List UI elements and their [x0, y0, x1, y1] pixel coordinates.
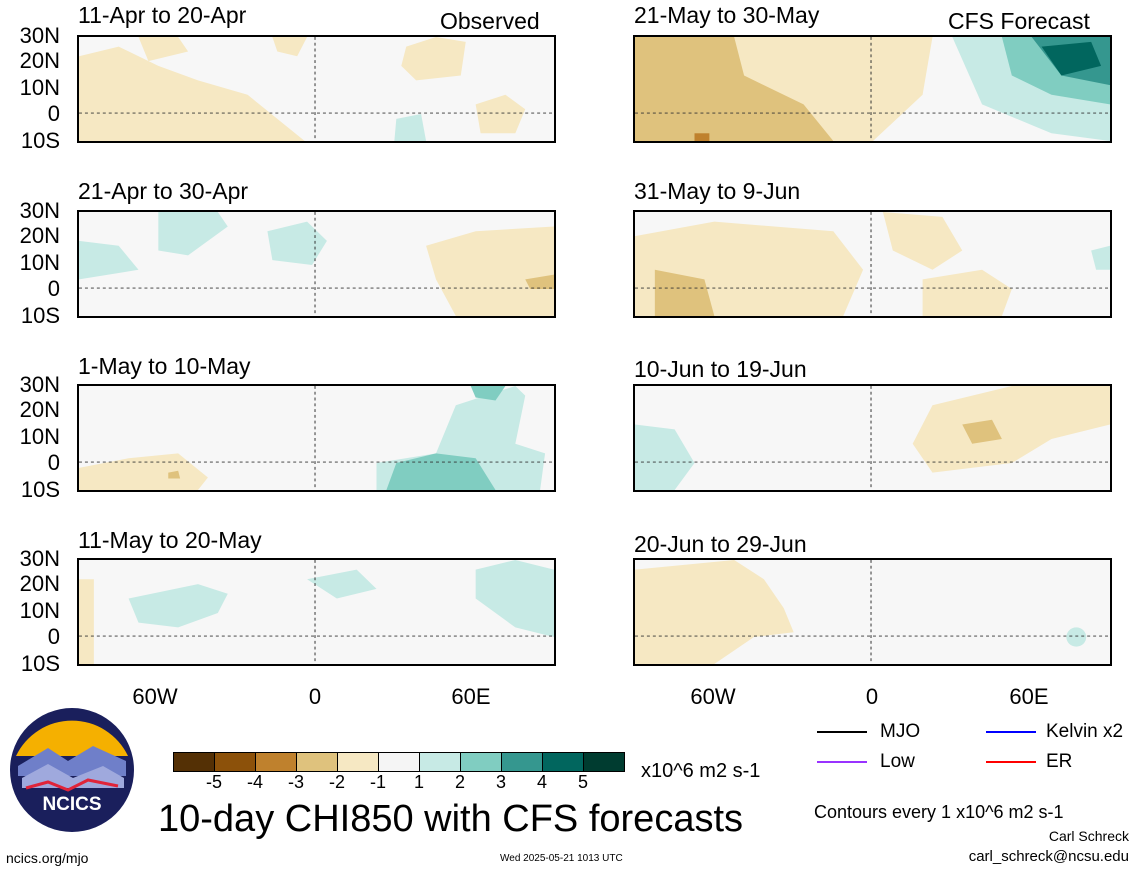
legend-swatch-1	[214, 752, 256, 772]
panel-title-fc-3: 10-Jun to 19-Jun	[634, 356, 807, 382]
legend-swatch-9	[542, 752, 584, 772]
author-email[interactable]: carl_schreck@ncsu.edu	[968, 848, 1129, 865]
y-tick-row1-1: 20N	[19, 48, 60, 73]
legend-swatch-6	[419, 752, 461, 772]
y-tick-row3-0: 30N	[19, 372, 60, 397]
observed-label: Observed	[440, 8, 540, 34]
y-tick-row1-0: 30N	[19, 23, 60, 48]
panel-title-fc-4: 20-Jun to 29-Jun	[634, 531, 807, 557]
map-obs-4	[79, 560, 554, 664]
legend-tick-4: -1	[369, 772, 386, 792]
site-link[interactable]: ncics.org/mjo	[6, 850, 89, 866]
map-panel-fc-3	[633, 384, 1112, 492]
y-tick-row3-1: 20N	[19, 397, 60, 422]
map-panel-fc-1	[633, 35, 1112, 143]
x-tick-obs-2: 0	[308, 684, 322, 709]
y-tick-row4-1: 20N	[19, 571, 60, 596]
low-key-label: Low	[880, 751, 915, 772]
legend-swatch-2	[255, 752, 297, 772]
er-key-line	[986, 761, 1036, 763]
x-tick-obs-1: 60W	[132, 684, 178, 709]
x-tick-fc-1: 60W	[690, 684, 736, 709]
panel-title-fc-1: 21-May to 30-May	[634, 2, 820, 28]
legend-tick-6: 2	[454, 772, 465, 792]
map-panel-obs-3	[77, 384, 556, 492]
map-panel-obs-1	[77, 35, 556, 143]
x-tick-fc-2: 0	[865, 684, 879, 709]
logo-text: NCICS	[42, 794, 101, 815]
y-tick-row1-4: 10S	[20, 128, 60, 153]
legend-tick-9: 5	[577, 772, 588, 792]
map-obs-1	[79, 37, 554, 141]
legend-tick-3: -2	[328, 772, 345, 792]
y-tick-row2-2: 10N	[19, 250, 60, 275]
panel-title-obs-4: 11-May to 20-May	[78, 527, 262, 553]
contours-note: Contours every 1 x10^6 m2 s-1	[814, 802, 1064, 822]
panel-title-obs-1: 11-Apr to 20-Apr	[78, 2, 247, 28]
legend-tick-7: 3	[495, 772, 506, 792]
y-tick-row1-2: 10N	[19, 75, 60, 100]
map-panel-fc-4	[633, 558, 1112, 666]
y-tick-row4-4: 10S	[20, 651, 60, 676]
legend-swatch-0	[173, 752, 215, 772]
legend-tick-1: -4	[246, 772, 263, 792]
legend-swatch-5	[378, 752, 420, 772]
legend-swatch-10	[583, 752, 625, 772]
map-fc-1	[635, 37, 1110, 141]
kelvin-key-line	[986, 731, 1036, 733]
y-tick-row2-1: 20N	[19, 223, 60, 248]
units-label: x10^6 m2 s-1	[641, 760, 761, 782]
ncics-logo: NCICS	[8, 706, 136, 834]
y-tick-row2-0: 30N	[19, 198, 60, 223]
map-fc-4	[635, 560, 1110, 664]
legend-swatch-4	[337, 752, 379, 772]
kelvin-key-label: Kelvin x2	[1046, 721, 1124, 742]
chart-title: 10-day CHI850 with CFS forecasts	[158, 798, 744, 840]
x-tick-fc-3: 60E	[1009, 684, 1049, 709]
ncics-logo-icon: NCICS	[10, 708, 134, 832]
y-tick-row3-4: 10S	[20, 477, 60, 502]
y-tick-row2-3: 0	[47, 276, 60, 301]
legend-tick-5: 1	[413, 772, 424, 792]
panel-title-obs-3: 1-May to 10-May	[78, 353, 251, 379]
author: Carl Schreck	[1048, 828, 1129, 844]
legend-tick-0: -5	[205, 772, 222, 792]
panel-title-fc-2: 31-May to 9-Jun	[634, 178, 801, 204]
legend-tick-8: 4	[536, 772, 547, 792]
y-tick-row4-2: 10N	[19, 598, 60, 623]
map-fc-3	[635, 386, 1110, 490]
legend-swatch-7	[460, 752, 502, 772]
panel-title-obs-2: 21-Apr to 30-Apr	[78, 178, 249, 204]
legend-swatch-3	[296, 752, 338, 772]
y-tick-row3-3: 0	[47, 450, 60, 475]
y-tick-row1-3: 0	[47, 101, 60, 126]
map-panel-obs-4	[77, 558, 556, 666]
mjo-key-line	[817, 731, 867, 733]
y-tick-row2-4: 10S	[20, 303, 60, 328]
map-panel-fc-2	[633, 210, 1112, 318]
er-key-label: ER	[1046, 751, 1073, 772]
timestamp: Wed 2025-05-21 1013 UTC	[500, 853, 623, 864]
legend-swatch-8	[501, 752, 543, 772]
map-obs-2	[79, 212, 554, 316]
y-tick-row3-2: 10N	[19, 424, 60, 449]
map-obs-3	[79, 386, 554, 490]
map-fc-2	[635, 212, 1110, 316]
legend-tick-2: -3	[287, 772, 304, 792]
map-panel-obs-2	[77, 210, 556, 318]
mjo-key-label: MJO	[880, 721, 921, 742]
forecast-label: CFS Forecast	[948, 8, 1090, 34]
y-tick-row4-0: 30N	[19, 546, 60, 571]
low-key-line	[817, 761, 867, 763]
y-tick-row4-3: 0	[47, 624, 60, 649]
x-tick-obs-3: 60E	[451, 684, 491, 709]
